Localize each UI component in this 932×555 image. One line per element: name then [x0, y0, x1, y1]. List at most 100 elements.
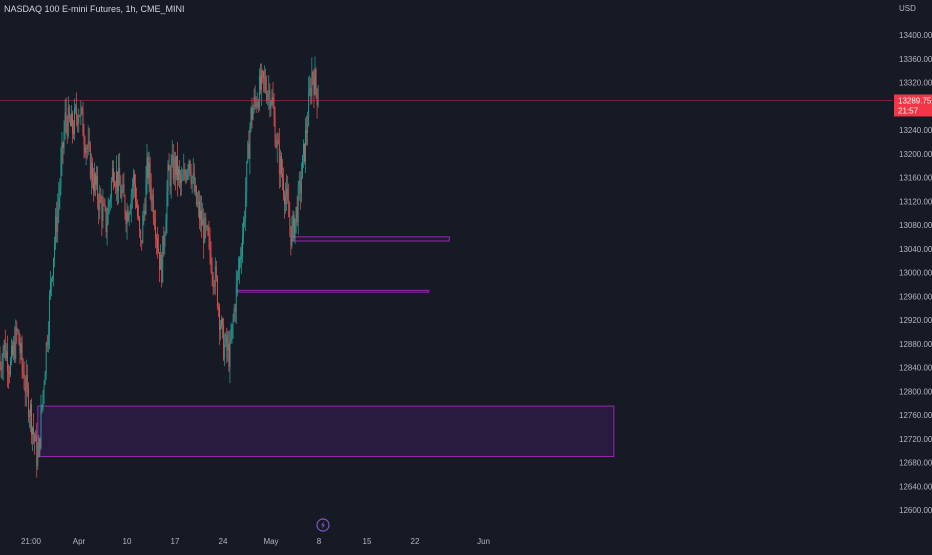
candle-body	[257, 102, 258, 106]
candle-body	[227, 344, 228, 350]
candle-body	[122, 184, 123, 191]
candle-body	[216, 267, 217, 277]
candle-body	[179, 169, 180, 174]
candle-body	[19, 331, 20, 345]
candle-body	[261, 71, 262, 90]
symbol-title: NASDAQ 100 E-mini Futures, 1h, CME_MINI	[4, 4, 185, 14]
candle-body	[299, 181, 300, 187]
candle-body	[129, 214, 130, 221]
candle-body	[112, 168, 113, 180]
candle-body	[168, 165, 169, 192]
candle-body	[67, 121, 68, 136]
candle-body	[266, 90, 267, 100]
candle-body	[142, 216, 143, 243]
candle-body	[316, 70, 317, 89]
candle-body	[26, 375, 27, 392]
candle-body	[70, 119, 71, 126]
candle-body	[236, 282, 237, 311]
candle-body	[99, 194, 100, 211]
candle-body	[118, 168, 119, 191]
candle-body	[87, 148, 88, 149]
candle-body	[65, 112, 66, 131]
candle-body	[311, 72, 312, 96]
y-tick-label: 13320.00	[899, 79, 932, 88]
candle-body	[120, 186, 121, 198]
candle-body	[4, 341, 5, 350]
candle-body	[292, 226, 293, 245]
candle-body	[213, 275, 214, 285]
candle-body	[131, 194, 132, 209]
candle-body	[8, 372, 9, 373]
candle-body	[152, 195, 153, 201]
candle-body	[162, 236, 163, 283]
candle-body	[289, 217, 290, 226]
candle-body	[226, 335, 227, 350]
candle-body	[215, 267, 216, 287]
y-tick-label: 13360.00	[899, 55, 932, 64]
candle-body	[22, 343, 23, 365]
demand-zone[interactable]	[292, 237, 450, 241]
candle-body	[38, 438, 39, 457]
candle-body	[55, 217, 56, 243]
candle-body	[124, 184, 125, 196]
candle-body	[167, 192, 168, 222]
x-tick-label: 24	[219, 537, 228, 546]
candle-body	[5, 341, 6, 358]
candle-body	[53, 258, 54, 276]
candle-body	[245, 193, 246, 219]
candle-body	[240, 259, 241, 260]
candle-body	[306, 130, 307, 133]
candle-body	[35, 435, 36, 442]
demand-zone[interactable]	[38, 406, 614, 456]
candle-body	[119, 168, 120, 186]
y-tick-label: 12760.00	[899, 411, 932, 420]
candle-body	[204, 217, 205, 242]
candle-body	[28, 388, 29, 417]
candle-body	[77, 117, 78, 124]
candle-body	[200, 210, 201, 219]
candle-body	[170, 171, 171, 187]
demand-zone[interactable]	[237, 290, 429, 292]
candle-body	[199, 202, 200, 220]
y-tick-label: 13120.00	[899, 197, 932, 206]
candle-body	[135, 184, 136, 202]
candle-body	[231, 338, 232, 341]
candle-body	[196, 186, 197, 205]
candle-body	[155, 226, 156, 238]
candle-body	[125, 196, 126, 214]
candle-body	[63, 143, 64, 148]
candle-body	[278, 140, 279, 143]
candle-body	[157, 239, 158, 248]
candle-body	[158, 248, 159, 252]
candle-body	[103, 204, 104, 220]
candle-body	[78, 115, 79, 124]
candle-body	[9, 373, 10, 374]
candle-body	[250, 127, 251, 158]
candle-body	[115, 186, 116, 187]
candle-body	[40, 438, 41, 448]
candle-body	[126, 214, 127, 224]
candle-body	[212, 271, 213, 275]
candle-body	[160, 255, 161, 270]
candle-body	[164, 236, 165, 247]
candle-body	[263, 72, 264, 78]
candle-body	[86, 148, 87, 153]
candle-body	[82, 108, 83, 109]
candle-body	[256, 100, 257, 106]
candle-body	[92, 163, 93, 183]
candle-body	[176, 156, 177, 175]
price-label-countdown: 21:57	[898, 106, 919, 115]
candle-body	[74, 108, 75, 134]
candle-body	[37, 457, 38, 466]
candle-body	[264, 77, 265, 78]
candle-body	[195, 186, 196, 192]
candle-body	[121, 191, 122, 198]
candle-body	[208, 227, 209, 235]
candle-body	[287, 189, 288, 200]
candle-body	[293, 215, 294, 227]
candle-body	[107, 224, 108, 232]
candle-body	[117, 171, 118, 191]
candle-body	[150, 163, 151, 186]
